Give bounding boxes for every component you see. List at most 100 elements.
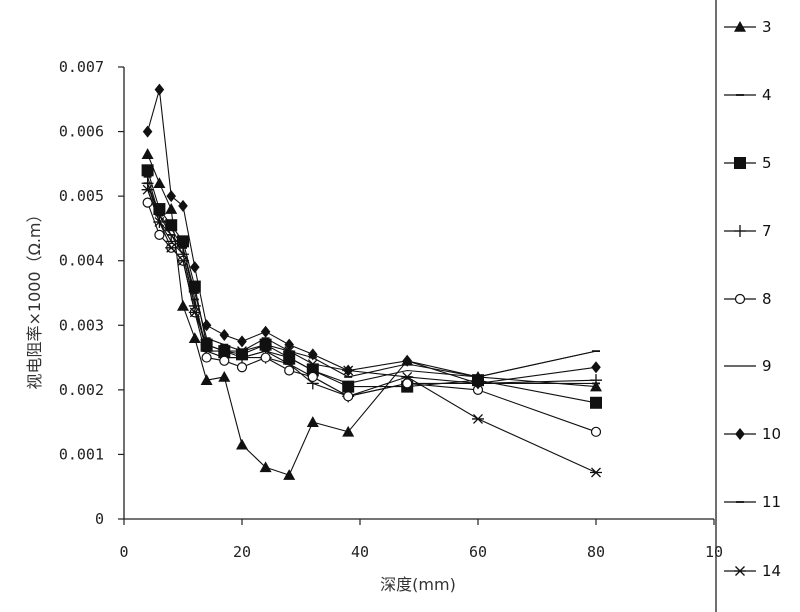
- legend-label: 10: [762, 425, 781, 443]
- y-tick-label: 0: [95, 510, 104, 528]
- series-10-line: [147, 89, 597, 384]
- series-10-point: [154, 83, 165, 96]
- axes: [123, 67, 714, 520]
- y-tick-label: 0.005: [59, 187, 104, 205]
- series-14-point: [590, 467, 602, 478]
- series-10-point: [190, 261, 200, 274]
- series-8-point: [260, 352, 271, 363]
- legend-item-4: 4: [724, 86, 772, 104]
- y-tick-label: 0.001: [59, 445, 104, 463]
- y-tick-label: 0.007: [59, 58, 104, 76]
- legend-item-5: 5: [724, 154, 772, 172]
- series-14-point: [236, 346, 248, 357]
- series-10-point: [166, 190, 176, 203]
- series-14-point: [283, 346, 296, 357]
- ticks: 0 0.001 0.002 0.003 0.004 0.005 0.006 0.007 0 20 4…: [59, 58, 723, 561]
- legend-label: 9: [762, 357, 772, 375]
- legend-item-9: 9: [724, 357, 772, 375]
- series-14-point: [153, 217, 166, 227]
- series-3-point: [177, 299, 189, 311]
- series-5-point: [165, 219, 178, 232]
- series-3-line: [147, 153, 597, 476]
- series-3-point: [188, 332, 201, 343]
- series-10-point: [142, 125, 153, 138]
- series-8-point: [590, 426, 602, 437]
- series-10-point: [178, 199, 188, 212]
- series-3: [141, 148, 602, 480]
- x-tick-label: 40: [351, 543, 369, 561]
- series-5-line: [147, 170, 597, 404]
- series-14-point: [165, 242, 178, 253]
- series-8-point: [307, 371, 318, 383]
- y-tick-label: 0.006: [59, 123, 104, 141]
- series-10-point: [237, 335, 247, 348]
- legend: 3 4 5 7 8 9 10 11 14: [715, 0, 781, 612]
- legend-swatch-marker: [734, 157, 746, 169]
- series-3-point: [218, 370, 231, 382]
- series-8-point: [154, 229, 165, 240]
- series-14-point: [177, 255, 189, 266]
- series-8: [142, 197, 602, 437]
- series-3-point: [200, 374, 213, 385]
- x-tick-label: 20: [233, 543, 251, 561]
- series-4: [143, 175, 600, 398]
- legend-label: 4: [762, 86, 772, 104]
- legend-item-14: 14: [724, 562, 781, 580]
- legend-item-7: 7: [724, 222, 772, 240]
- series-14-point: [472, 413, 484, 424]
- series-10-point: [591, 361, 601, 374]
- series-14-point: [188, 307, 201, 318]
- x-tick-label: 80: [587, 543, 605, 561]
- series-14-point: [200, 339, 213, 350]
- series-3-point: [141, 148, 154, 159]
- series-3-point: [236, 438, 248, 450]
- series-10-point: [284, 338, 294, 351]
- legend-swatch-marker: [734, 566, 746, 576]
- series-7: [141, 177, 602, 403]
- series-3-point: [342, 425, 355, 437]
- legend-label: 3: [762, 18, 772, 36]
- legend-label: 8: [762, 290, 772, 308]
- y-tick-label: 0.002: [59, 381, 104, 399]
- x-tick-label: 0: [119, 543, 128, 561]
- series-8-line: [147, 202, 597, 433]
- series-10-point: [260, 325, 271, 338]
- series-10-point: [308, 348, 318, 361]
- series-5-point: [177, 235, 189, 248]
- series-14-point: [342, 365, 355, 376]
- series-5-point: [342, 380, 355, 393]
- y-axis-title: 视电阻率×1000（Ω.m）: [25, 206, 44, 389]
- legend-swatch-marker: [735, 428, 745, 440]
- series-7-point: [590, 374, 602, 387]
- series-3-point: [165, 203, 178, 214]
- series-8-point: [201, 352, 212, 363]
- series-7-line: [147, 183, 597, 397]
- x-tick-label: 10: [705, 543, 723, 561]
- series-8-point: [343, 391, 354, 402]
- series-14-line: [147, 189, 597, 474]
- series-3-point: [259, 461, 272, 473]
- y-tick-label: 0.003: [59, 316, 104, 334]
- legend-swatch-marker: [734, 225, 746, 237]
- series-5-point: [590, 396, 602, 409]
- x-axis-title: 深度(mm): [380, 575, 456, 594]
- legend-label: 11: [762, 493, 781, 511]
- series-14-point: [401, 371, 414, 382]
- legend-swatch-marker: [734, 21, 746, 32]
- series-14-point: [259, 339, 272, 350]
- series-8-point: [219, 355, 230, 366]
- series-10-point: [201, 319, 212, 332]
- legend-item-10: 10: [724, 425, 781, 443]
- legend-label: 7: [762, 222, 772, 240]
- series-10-point: [473, 377, 483, 390]
- legend-item-3: 3: [724, 18, 772, 36]
- legend-item-11: 11: [724, 493, 781, 511]
- x-tick-label: 60: [469, 543, 487, 561]
- series-5-point: [141, 164, 154, 177]
- y-tick-label: 0.004: [59, 252, 104, 270]
- series-14: [141, 184, 602, 478]
- legend-item-8: 8: [724, 290, 772, 308]
- series-4-line: [147, 176, 596, 397]
- series-8-point: [284, 365, 295, 376]
- legend-label: 5: [762, 154, 772, 172]
